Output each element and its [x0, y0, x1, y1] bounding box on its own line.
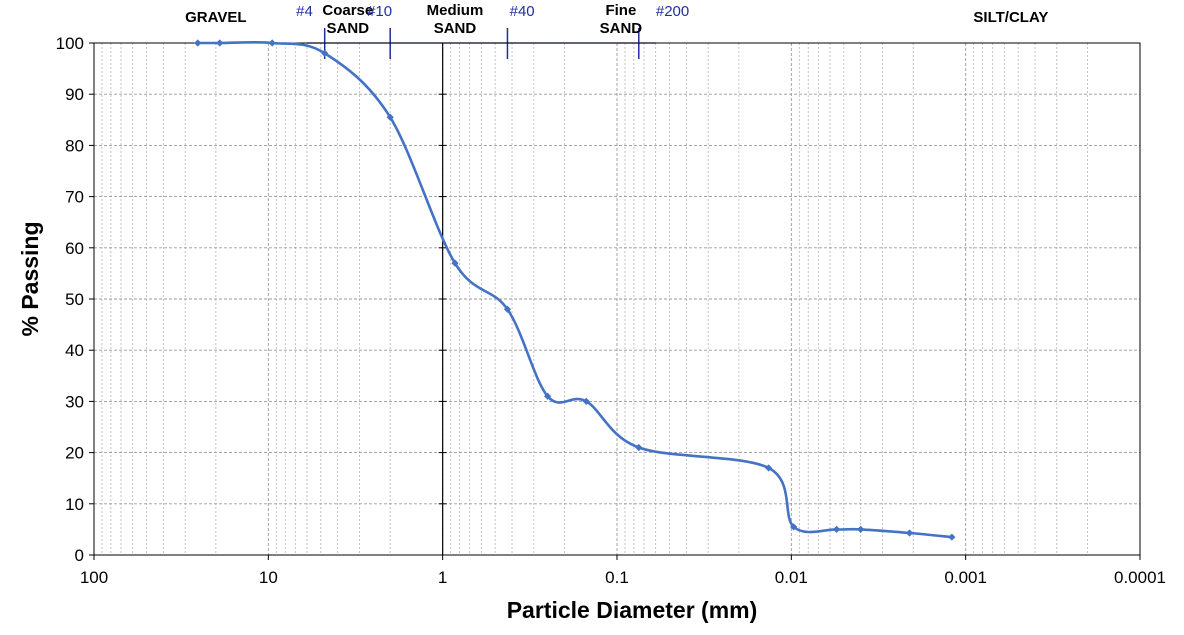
- data-point: [582, 397, 590, 405]
- x-tick-label: 1: [438, 568, 447, 587]
- data-point: [790, 523, 798, 531]
- y-tick-label: 30: [65, 392, 84, 411]
- data-point: [832, 525, 841, 533]
- data-point: [503, 305, 512, 313]
- x-tick-label: 0.01: [775, 568, 808, 587]
- x-tick-label: 100: [80, 568, 108, 587]
- y-tick-label: 10: [65, 495, 84, 514]
- data-point: [268, 39, 276, 47]
- y-axis-ticks: 0 10 20 30 40 50 60 70 80 90 100: [56, 34, 447, 565]
- data-points: [194, 39, 956, 541]
- x-tick-label: 0.1: [605, 568, 629, 587]
- y-axis-title: % Passing: [17, 221, 43, 336]
- soil-zone-label: SAND: [600, 20, 643, 37]
- soil-zone-label: SAND: [327, 20, 370, 37]
- soil-zone-labels: GRAVEL CoarseSANDMediumSANDFineSANDSILT/C…: [185, 2, 1048, 37]
- y-tick-label: 50: [65, 290, 84, 309]
- data-point: [321, 49, 329, 57]
- y-tick-label: 20: [65, 444, 84, 463]
- sieve-label: #10: [367, 3, 392, 20]
- data-point: [765, 464, 773, 472]
- soil-zone-label: Fine: [605, 2, 636, 19]
- soil-zone-label: SAND: [434, 20, 477, 37]
- y-tick-label: 0: [75, 546, 84, 565]
- sieve-label: #40: [510, 3, 535, 20]
- soil-zone-label: GRAVEL: [185, 9, 246, 26]
- x-axis-title: Particle Diameter (mm): [507, 597, 758, 623]
- data-point: [635, 443, 643, 452]
- data-point: [857, 525, 865, 533]
- x-tick-label: 10: [259, 568, 278, 587]
- sieve-labels: #4 #10 #40 #200: [296, 3, 689, 20]
- gradation-curve: [196, 40, 954, 539]
- x-axis-ticks: 100 10 1 0.1 0.01 0.001 0.0001: [80, 555, 1166, 587]
- soil-zone-label: SILT/CLAY: [973, 9, 1048, 26]
- data-point: [948, 533, 956, 541]
- y-tick-label: 60: [65, 239, 84, 258]
- y-tick-label: 40: [65, 341, 84, 360]
- data-point: [905, 529, 914, 537]
- sieve-label: #4: [296, 3, 313, 20]
- soil-zone-label: Coarse: [322, 2, 373, 19]
- y-tick-label: 90: [65, 85, 84, 104]
- data-point: [194, 39, 202, 47]
- soil-zone-label: Medium: [427, 2, 484, 19]
- y-tick-label: 100: [56, 34, 84, 53]
- sieve-label: #200: [656, 3, 689, 20]
- data-point: [386, 113, 394, 121]
- x-tick-label: 0.0001: [1114, 568, 1166, 587]
- y-tick-label: 80: [65, 136, 84, 155]
- data-point: [216, 39, 224, 47]
- data-point: [451, 259, 459, 267]
- data-point: [544, 392, 552, 400]
- y-tick-label: 70: [65, 188, 84, 207]
- x-tick-label: 0.001: [944, 568, 987, 587]
